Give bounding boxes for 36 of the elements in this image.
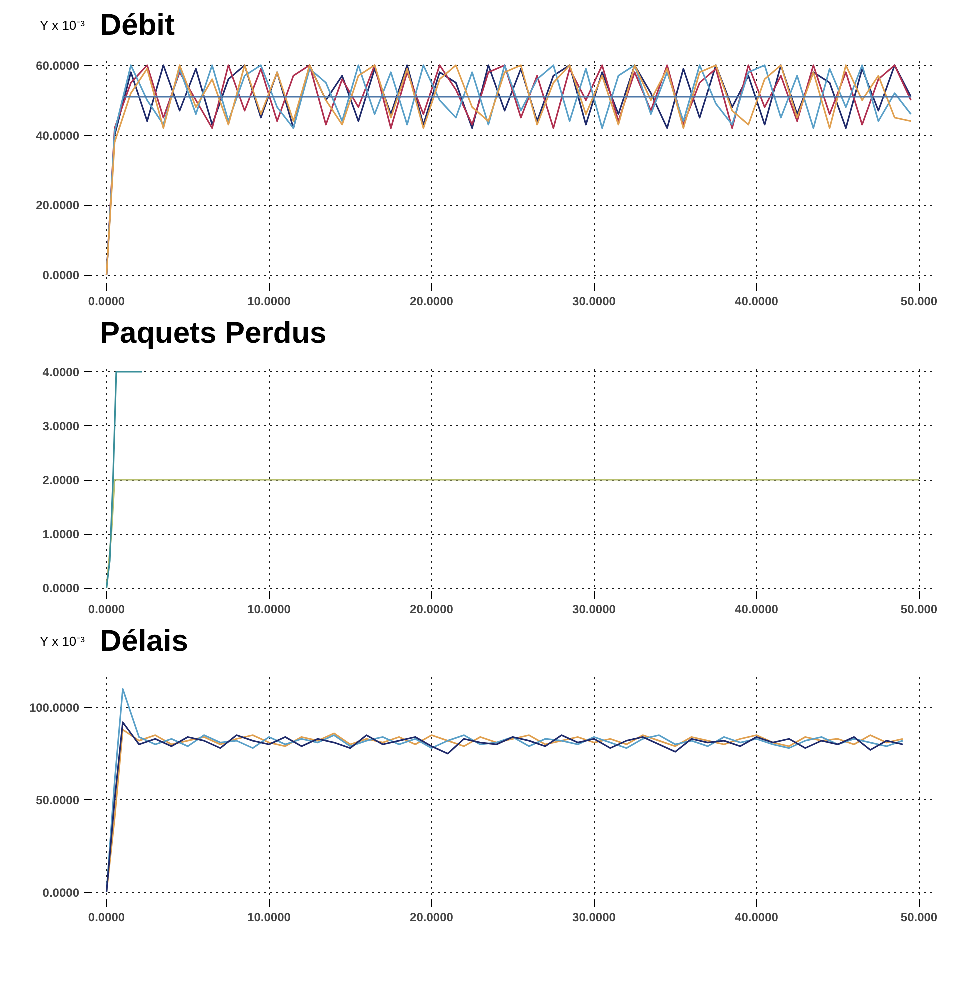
x-tick-label: 20.0000 xyxy=(410,910,454,924)
y-tick-label: 1.0000 xyxy=(42,527,80,542)
x-tick-label: 20.0000 xyxy=(410,602,454,616)
chart-title: Paquets Perdus xyxy=(100,316,327,352)
y-tick-label: 2.0000 xyxy=(42,473,80,488)
chart-title: Débit xyxy=(100,8,175,44)
y-axis-title: Y x 10⁻³ xyxy=(40,632,85,651)
y-tick-label: 50.0000 xyxy=(36,793,80,808)
x-tick-label: 30.0000 xyxy=(572,294,616,308)
y-tick-label: 100.0000 xyxy=(29,700,80,715)
x-tick-label: 40.0000 xyxy=(735,910,779,924)
x-tick-label: 10.0000 xyxy=(248,294,292,308)
y-tick-label: 0.0000 xyxy=(42,268,80,282)
y-tick-label: 0.0000 xyxy=(42,581,80,596)
x-tick-label: 20.0000 xyxy=(410,294,454,308)
y-tick-label: 3.0000 xyxy=(42,419,80,434)
x-tick-label: 10.0000 xyxy=(248,602,292,616)
y-tick-label: 40.0000 xyxy=(36,128,80,143)
x-tick-label: 30.0000 xyxy=(572,602,616,616)
x-tick-label: 0.0000 xyxy=(88,910,126,924)
y-tick-label: 4.0000 xyxy=(42,365,80,380)
x-tick-label: 40.0000 xyxy=(735,602,779,616)
x-tick-label: 50.000 xyxy=(900,910,938,924)
x-tick-label: 10.0000 xyxy=(248,910,292,924)
y-tick-label: 20.0000 xyxy=(36,198,80,213)
x-tick-label: 0.0000 xyxy=(88,602,126,616)
y-tick-label: 0.0000 xyxy=(42,885,80,900)
chart-title: Délais xyxy=(100,624,188,660)
y-tick-label: 60.0000 xyxy=(36,58,80,73)
x-tick-label: 40.0000 xyxy=(735,294,779,308)
line-series xyxy=(106,370,144,589)
x-tick-label: 50.000 xyxy=(900,602,938,616)
x-tick-label: 0.0000 xyxy=(88,294,126,308)
x-tick-label: 50.000 xyxy=(900,294,938,308)
y-axis-title: Y x 10⁻³ xyxy=(40,17,85,35)
x-tick-label: 30.0000 xyxy=(572,910,616,924)
